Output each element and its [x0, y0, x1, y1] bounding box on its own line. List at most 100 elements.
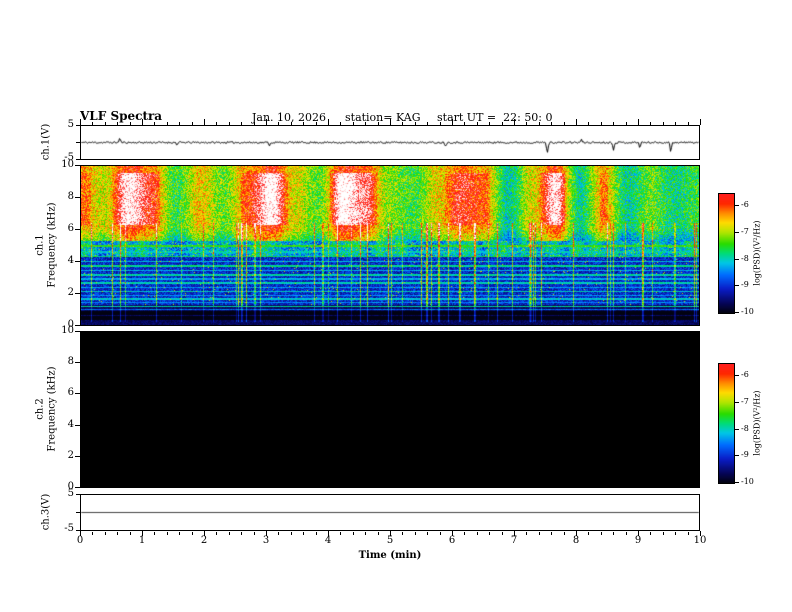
- colorbar-tick-label: -8: [741, 424, 749, 433]
- tick-mark: [229, 532, 230, 535]
- tick-mark: [328, 119, 329, 125]
- tick-mark: [514, 119, 515, 125]
- y-tick-label: 4: [67, 255, 74, 266]
- ch1-spec-channel-label: ch.1: [34, 234, 46, 256]
- x-tick-label: 9: [634, 535, 642, 546]
- colorbar-ch2-label: log(PSD)(V²/Hz): [752, 390, 762, 456]
- tick-mark: [415, 532, 416, 535]
- tick-mark: [142, 531, 143, 536]
- tick-mark: [117, 122, 118, 125]
- tick-mark: [241, 122, 242, 125]
- tick-mark: [735, 429, 739, 430]
- tick-mark: [576, 119, 577, 125]
- tick-mark: [663, 122, 664, 125]
- tick-mark: [154, 532, 155, 535]
- colorbar-ch1-label: log(PSD)(V²/Hz): [752, 220, 762, 286]
- y-tick-label: 8: [67, 356, 74, 368]
- tick-mark: [378, 532, 379, 535]
- tick-mark: [75, 165, 80, 166]
- tick-mark: [735, 259, 739, 260]
- y-tick-label: 2: [67, 449, 74, 461]
- colorbar-tick-label: -10: [741, 477, 754, 486]
- tick-mark: [390, 531, 391, 536]
- tick-mark: [402, 532, 403, 535]
- tick-mark: [551, 122, 552, 125]
- tick-mark: [452, 119, 453, 125]
- tick-mark: [76, 125, 80, 126]
- ch2-spectrogram-panel: [80, 331, 700, 488]
- tick-mark: [76, 494, 80, 495]
- tick-mark: [266, 531, 267, 536]
- x-tick-label: 5: [386, 535, 394, 546]
- tick-mark: [735, 285, 739, 286]
- tick-mark: [735, 375, 739, 376]
- tick-mark: [80, 119, 81, 125]
- y-tick-label: -5: [64, 152, 74, 163]
- tick-mark: [75, 197, 80, 198]
- x-tick-label: 6: [448, 535, 456, 546]
- x-tick-label: 4: [324, 535, 332, 546]
- tick-mark: [216, 122, 217, 125]
- tick-mark: [179, 122, 180, 125]
- tick-mark: [650, 532, 651, 535]
- tick-mark: [328, 531, 329, 536]
- tick-mark: [75, 393, 80, 394]
- tick-mark: [378, 122, 379, 125]
- tick-mark: [254, 532, 255, 535]
- colorbar-tick-label: -9: [741, 280, 749, 289]
- tick-mark: [105, 532, 106, 535]
- colorbar-tick-label: -8: [741, 254, 749, 263]
- tick-mark: [254, 122, 255, 125]
- tick-mark: [130, 122, 131, 125]
- tick-mark: [75, 456, 80, 457]
- y-tick-label: 8: [67, 191, 74, 202]
- station-label: station= KAG: [345, 111, 421, 124]
- tick-mark: [291, 532, 292, 535]
- tick-mark: [601, 532, 602, 535]
- tick-mark: [92, 122, 93, 125]
- tick-mark: [564, 532, 565, 535]
- tick-mark: [76, 530, 80, 531]
- tick-mark: [192, 532, 193, 535]
- y-tick-label: -5: [64, 523, 74, 534]
- x-tick-label: 7: [510, 535, 518, 546]
- tick-mark: [303, 532, 304, 535]
- tick-mark: [303, 122, 304, 125]
- tick-mark: [477, 532, 478, 535]
- y-tick-label: 5: [67, 119, 74, 130]
- y-tick-label: 6: [67, 223, 74, 234]
- tick-mark: [229, 122, 230, 125]
- x-tick-label: 10: [693, 535, 707, 546]
- y-tick-label: 4: [67, 418, 74, 430]
- tick-mark: [76, 159, 80, 160]
- y-tick-label: 0: [67, 481, 74, 492]
- y-tick-label: 6: [67, 387, 74, 399]
- tick-mark: [688, 122, 689, 125]
- tick-mark: [638, 531, 639, 536]
- tick-mark: [564, 122, 565, 125]
- ch1-voltage-panel: [80, 125, 700, 160]
- tick-mark: [502, 122, 503, 125]
- tick-mark: [75, 325, 80, 326]
- x-tick-label: 2: [200, 535, 208, 546]
- colorbar-ch1-gradient: [719, 194, 734, 313]
- tick-mark: [76, 512, 80, 513]
- tick-mark: [241, 532, 242, 535]
- tick-mark: [440, 122, 441, 125]
- ch2-spec-freq-axis-label: Frequency (kHz): [46, 366, 58, 452]
- tick-mark: [130, 532, 131, 535]
- tick-mark: [340, 122, 341, 125]
- tick-mark: [316, 122, 317, 125]
- tick-mark: [539, 122, 540, 125]
- tick-mark: [638, 119, 639, 125]
- ch2-spec-channel-label: ch.2: [34, 398, 46, 420]
- tick-mark: [700, 119, 701, 125]
- tick-mark: [588, 122, 589, 125]
- colorbar-tick-label: -10: [741, 307, 754, 316]
- tick-mark: [526, 532, 527, 535]
- tick-mark: [75, 487, 80, 488]
- tick-mark: [735, 312, 739, 313]
- tick-mark: [700, 531, 701, 536]
- tick-mark: [440, 532, 441, 535]
- colorbar-tick-label: -9: [741, 450, 749, 459]
